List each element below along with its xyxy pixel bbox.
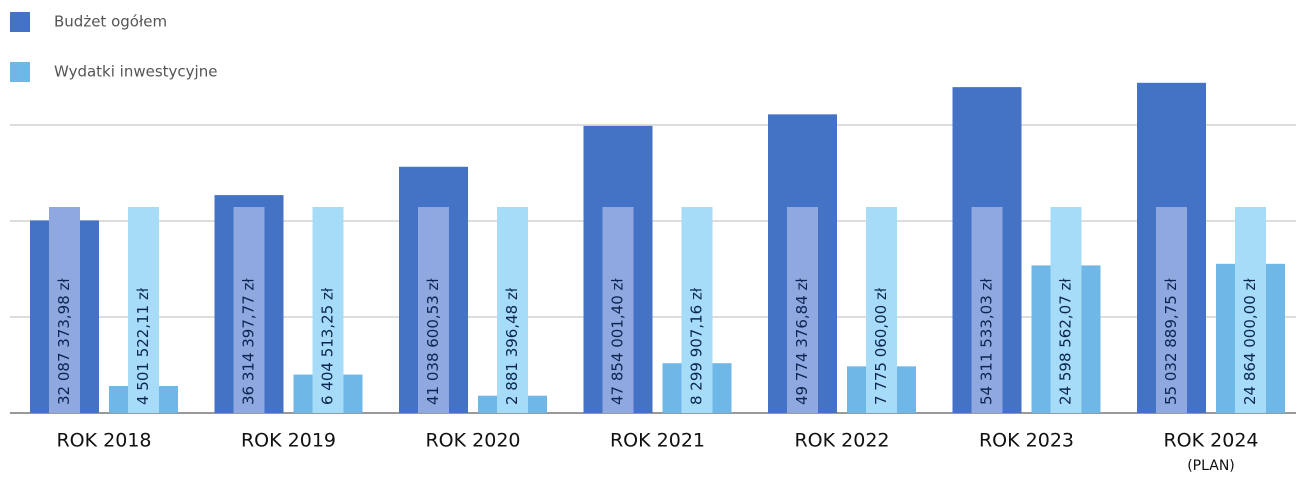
value-label: 55 032 889,75 zł — [1162, 278, 1180, 405]
x-tick-label: ROK 2020 — [425, 430, 520, 452]
legend-swatch — [10, 62, 30, 82]
x-tick-label: ROK 2022 — [794, 430, 889, 452]
legend-label: Wydatki inwestycyjne — [54, 63, 217, 81]
x-tick-note: (PLAN) — [1187, 458, 1235, 474]
legend-label: Budżet ogółem — [54, 13, 167, 31]
value-label-box — [866, 207, 897, 413]
value-label: 24 864 000,00 zł — [1241, 278, 1259, 405]
x-tick-label: ROK 2021 — [610, 430, 705, 452]
value-label: 54 311 533,03 zł — [978, 278, 996, 405]
value-label-box — [418, 207, 449, 413]
value-label: 24 598 562,07 zł — [1057, 278, 1075, 405]
value-label: 32 087 373,98 zł — [55, 278, 73, 405]
x-tick-label: ROK 2023 — [979, 430, 1074, 452]
value-label-box — [971, 207, 1003, 413]
legend-swatch — [10, 12, 30, 32]
value-label: 47 854 001,40 zł — [609, 278, 627, 405]
value-label-box — [1050, 207, 1082, 413]
value-label-box — [1156, 207, 1187, 413]
value-label: 41 038 600,53 zł — [424, 278, 442, 405]
x-tick-label: ROK 2018 — [56, 430, 151, 452]
value-label-box — [233, 207, 265, 413]
value-label-box — [681, 207, 713, 413]
value-label: 49 774 376,84 zł — [793, 278, 811, 405]
value-label-box — [1235, 207, 1266, 413]
value-label-box — [49, 207, 80, 413]
value-label: 2 881 396,48 zł — [503, 287, 521, 405]
value-label: 8 299 907,16 zł — [688, 287, 706, 405]
value-label-box — [602, 207, 634, 413]
value-label-box — [312, 207, 344, 413]
value-label: 4 501 522,11 zł — [134, 287, 152, 405]
value-label: 6 404 513,25 zł — [319, 287, 337, 405]
value-label: 7 775 060,00 zł — [872, 287, 890, 405]
x-tick-label: ROK 2019 — [241, 430, 336, 452]
value-label-box — [497, 207, 528, 413]
value-label: 36 314 397,77 zł — [240, 278, 258, 405]
value-label-box — [128, 207, 159, 413]
x-tick-label: ROK 2024 — [1163, 430, 1258, 452]
value-label-box — [787, 207, 818, 413]
